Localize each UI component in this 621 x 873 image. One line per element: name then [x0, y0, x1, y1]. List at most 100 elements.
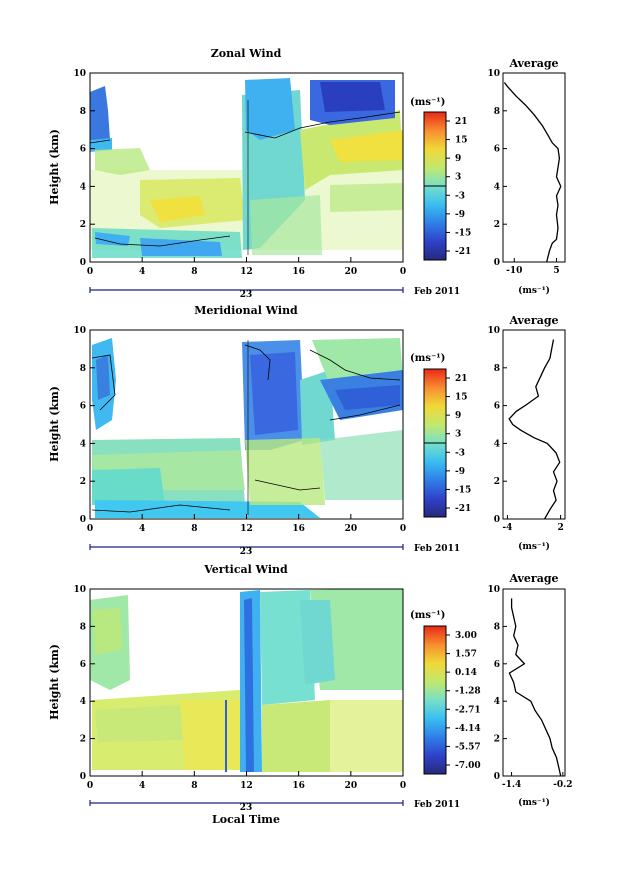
x-tick-label: 0 — [87, 267, 93, 277]
x-axis-label: Local Time — [212, 813, 280, 826]
avg-y-tick-label: 8 — [494, 364, 500, 374]
y-tick-label: 4 — [80, 182, 86, 192]
colorbar-tick-label: 21 — [455, 117, 468, 127]
avg-y-tick-label: 8 — [494, 107, 500, 117]
x-tick-label: 8 — [191, 267, 197, 277]
colorbar-tick-label: -21 — [455, 504, 471, 514]
x-tick-label: 0 — [87, 524, 93, 534]
avg-y-tick-label: 6 — [494, 145, 500, 155]
average-frame — [502, 72, 566, 263]
average-profile-line — [508, 598, 562, 777]
average-unit: (ms⁻¹) — [518, 541, 550, 552]
colorbar-unit: (ms⁻¹) — [410, 353, 445, 364]
avg-y-tick-label: 0 — [494, 515, 500, 525]
avg-x-tick-label: 2 — [557, 523, 563, 533]
y-tick-label: 0 — [80, 258, 86, 268]
colorbar-tick-label: -15 — [455, 228, 471, 238]
colorbar-tick-label: -5.57 — [455, 742, 481, 752]
month-label: Feb 2011 — [414, 800, 460, 810]
colorbar-tick-label: -1.28 — [455, 687, 481, 697]
avg-x-tick-label: 5 — [553, 266, 559, 276]
colorbar-tick-label: 21 — [455, 374, 468, 384]
x-tick-label: 20 — [345, 524, 358, 534]
x-tick-label: 16 — [292, 781, 305, 791]
y-tick-label: 10 — [73, 585, 86, 595]
y-tick-label: 8 — [80, 622, 86, 632]
avg-y-tick-label: 6 — [494, 660, 500, 670]
colorbar-tick-label: -15 — [455, 485, 471, 495]
x-tick-label: 8 — [191, 524, 197, 534]
y-tick-label: 8 — [80, 107, 86, 117]
panel-title: Meridional Wind — [194, 304, 298, 317]
avg-y-tick-label: 0 — [494, 772, 500, 782]
colorbar-tick-label: 15 — [455, 136, 468, 146]
colorbar-unit: (ms⁻¹) — [410, 97, 445, 108]
panel-title: Vertical Wind — [203, 563, 288, 576]
average-frame — [502, 588, 566, 777]
colorbar-tick-label: -9 — [455, 467, 465, 477]
colorbar-tick-label: 3 — [455, 173, 461, 183]
average-unit: (ms⁻¹) — [518, 285, 550, 296]
colorbar-tick-label: 1.57 — [455, 650, 477, 660]
x-tick-label: 20 — [345, 781, 358, 791]
y-axis-label: Height (km) — [48, 129, 61, 205]
y-tick-label: 2 — [80, 735, 86, 745]
heatmap-field — [91, 338, 403, 518]
avg-y-tick-label: 2 — [494, 735, 500, 745]
y-tick-label: 0 — [80, 772, 86, 782]
colorbar-tick-label: 9 — [455, 154, 461, 164]
y-tick-label: 6 — [80, 145, 86, 155]
y-tick-label: 10 — [73, 326, 86, 336]
avg-y-tick-label: 4 — [494, 182, 500, 192]
x-tick-label: 0 — [400, 781, 406, 791]
colorbar-tick-label: 0.14 — [455, 668, 477, 678]
avg-y-tick-label: 2 — [494, 220, 500, 230]
colorbar-tick-label: -3 — [455, 448, 465, 458]
y-tick-label: 6 — [80, 402, 86, 412]
date-bar-ends — [89, 287, 404, 293]
x-tick-label: 0 — [400, 524, 406, 534]
avg-y-tick-label: 8 — [494, 622, 500, 632]
y-tick-label: 2 — [80, 477, 86, 487]
colorbar-tick-label: 9 — [455, 411, 461, 421]
y-tick-label: 4 — [80, 697, 86, 707]
average-frame — [502, 329, 566, 520]
average-title: Average — [508, 572, 558, 585]
average-profile-line — [508, 339, 561, 520]
heatmap-field — [90, 78, 403, 258]
average-profile-line — [503, 82, 562, 263]
heatmap-field — [90, 589, 403, 772]
colorbar-tick-label: -21 — [455, 247, 471, 257]
x-tick-label: 12 — [240, 524, 253, 534]
avg-x-tick-label: -0.2 — [553, 780, 572, 790]
x-tick-label: 4 — [139, 781, 145, 791]
x-tick-label: 16 — [292, 267, 305, 277]
average-unit: (ms⁻¹) — [518, 797, 550, 808]
avg-x-tick-label: -4 — [502, 523, 512, 533]
colorbar-tick-label: 3 — [455, 430, 461, 440]
y-axis-label: Height (km) — [48, 644, 61, 720]
colorbar — [423, 625, 447, 775]
x-tick-label: 0 — [400, 267, 406, 277]
y-tick-label: 10 — [73, 69, 86, 79]
colorbar-tick-label: -2.71 — [455, 705, 481, 715]
colorbar-tick-label: 15 — [455, 393, 468, 403]
colorbar-tick-label: 3.00 — [455, 631, 477, 641]
average-title: Average — [508, 314, 558, 327]
y-tick-label: 4 — [80, 439, 86, 449]
avg-y-tick-label: 2 — [494, 477, 500, 487]
x-tick-label: 0 — [87, 781, 93, 791]
colorbar-tick-label: -4.14 — [455, 724, 481, 734]
avg-y-tick-label: 10 — [487, 69, 500, 79]
y-tick-label: 6 — [80, 660, 86, 670]
avg-y-tick-label: 4 — [494, 439, 500, 449]
date-label: 23 — [240, 290, 253, 300]
colorbar-tick-label: -9 — [455, 210, 465, 220]
x-tick-label: 12 — [240, 781, 253, 791]
avg-y-tick-label: 10 — [487, 326, 500, 336]
month-label: Feb 2011 — [414, 287, 460, 297]
x-tick-label: 8 — [191, 781, 197, 791]
